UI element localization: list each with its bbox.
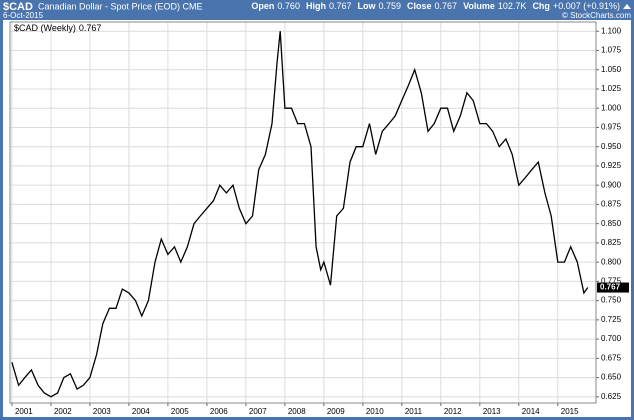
y-tick-label: 0.925 [601,161,622,170]
x-tick-label: 2007 [249,407,267,416]
plot-border [9,21,597,404]
date: 6-Oct-2015 [3,11,44,20]
legend-name: $CAD (Weekly) [14,23,76,33]
x-tick-label: 2006 [210,407,228,416]
x-tick-label: 2013 [483,407,501,416]
x-tick-label: 2011 [405,407,423,416]
x-tick-label: 2008 [288,407,306,416]
legend-value: 0.767 [79,23,102,33]
quote-value: 0.767 [329,1,352,11]
quote-value: 0.759 [378,1,401,11]
quote-value: 102.7K [498,1,527,11]
x-tick-label: 2015 [561,407,579,416]
quote-value: 0.760 [277,1,300,11]
y-tick-label: 0.850 [601,219,622,228]
x-tick-label: 2009 [327,407,345,416]
y-tick-label: 0.750 [601,296,622,305]
x-tick-label: 2002 [54,407,72,416]
quote: Open 0.760 High 0.767 Low 0.759 Close 0.767 Volu… [251,1,620,11]
quote-label: Chg [532,1,550,11]
y-tick-label: 0.875 [601,200,622,209]
y-tick-label: 1.050 [601,65,622,74]
x-tick-label: 2001 [15,407,33,416]
y-tick-label: 1.075 [601,46,622,55]
quote-value: +0.007 (+0.91%) [553,1,620,11]
x-tick-label: 2005 [171,407,189,416]
symbol: $CAD [3,1,33,13]
price-box [597,282,629,293]
y-tick-label: 0.975 [601,123,622,132]
panel [3,20,631,417]
y-tick-label: 0.700 [601,334,622,343]
x-tick-label: 2012 [444,407,462,416]
y-tick-label: 1.000 [601,103,622,112]
quote-label: Close [407,1,432,11]
legend: $CAD (Weekly) 0.767 [14,23,101,33]
y-tick-label: 0.775 [601,276,622,285]
y-tick-label: 0.725 [601,315,622,324]
quote-label: High [306,1,326,11]
watermark: © StockCharts.com [562,11,631,20]
y-tick-label: 0.675 [601,353,622,362]
y-tick-label: 0.900 [601,180,622,189]
x-tick-label: 2010 [366,407,384,416]
y-tick-label: 0.625 [601,392,622,401]
quote-value: 0.767 [435,1,458,11]
chart-title: Canadian Dollar - Spot Price (EOD) CME [38,1,203,11]
y-tick-label: 0.650 [601,373,622,382]
y-tick-label: 0.950 [601,142,622,151]
x-tick-label: 2014 [522,407,540,416]
x-tick-label: 2003 [93,407,111,416]
x-tick-label: 2004 [132,407,150,416]
up-arrow [623,4,631,9]
quote-label: Open [251,1,274,11]
y-tick-label: 1.100 [601,26,622,35]
y-tick-label: 0.825 [601,238,622,247]
price-line [11,31,589,398]
quote-label: Volume [463,1,495,11]
y-tick-label: 1.025 [601,84,622,93]
price-box-label: 0.767 [600,283,621,292]
quote-label: Low [357,1,376,11]
y-tick-label: 0.800 [601,257,622,266]
